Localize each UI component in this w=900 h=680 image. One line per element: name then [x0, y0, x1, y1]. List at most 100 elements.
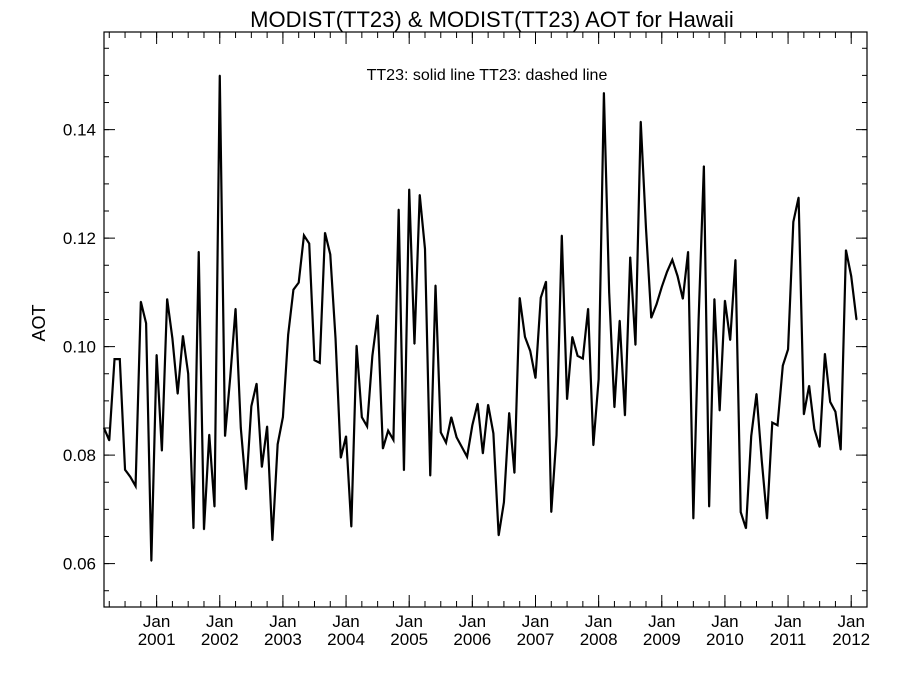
data-point — [534, 377, 537, 379]
data-point — [803, 413, 805, 416]
data-point — [492, 432, 495, 435]
data-point — [682, 298, 684, 300]
data-point — [697, 318, 700, 321]
data-point — [850, 275, 853, 277]
data-point — [855, 318, 858, 321]
data-point — [213, 505, 216, 508]
data-point — [150, 560, 153, 562]
data-point — [408, 188, 411, 191]
x-tick-year: 2011 — [770, 630, 807, 649]
data-point — [355, 344, 358, 347]
x-tick-month: Jan — [459, 612, 486, 631]
x-tick-month: Jan — [585, 612, 612, 631]
data-point — [403, 469, 405, 472]
data-point — [571, 336, 574, 338]
data-point — [113, 358, 116, 360]
data-point — [224, 435, 226, 437]
data-point — [276, 443, 279, 446]
data-point — [171, 337, 174, 340]
x-tick-month: Jan — [711, 612, 738, 631]
data-point — [334, 337, 337, 340]
data-point — [787, 348, 789, 351]
data-point — [166, 298, 168, 300]
data-point — [750, 435, 753, 437]
y-axis-label: AOT — [29, 304, 49, 341]
data-point — [645, 227, 647, 230]
x-tick-year: 2001 — [138, 630, 176, 649]
data-point — [766, 517, 768, 520]
x-tick-year: 2003 — [264, 630, 302, 649]
data-point — [434, 284, 437, 287]
series-line-solid — [102, 75, 858, 561]
data-point — [324, 231, 326, 234]
y-tick-label: 0.14 — [63, 121, 96, 140]
data-point — [524, 336, 526, 338]
data-point — [155, 353, 158, 356]
data-point — [639, 120, 642, 123]
data-point — [255, 382, 258, 385]
data-point — [376, 314, 379, 316]
data-point — [266, 425, 268, 428]
data-point — [708, 505, 710, 508]
x-axis-ticks: Jan2001Jan2002Jan2003Jan2004Jan2005Jan20… — [108, 32, 870, 649]
data-point — [666, 270, 668, 273]
data-point — [503, 501, 505, 504]
data-point — [361, 416, 363, 418]
data-point — [734, 259, 737, 261]
data-point — [208, 433, 211, 436]
data-point — [118, 358, 121, 360]
data-point — [587, 307, 589, 310]
data-point — [345, 435, 347, 437]
data-point — [197, 250, 200, 253]
data-point — [582, 357, 584, 360]
data-point — [182, 334, 184, 337]
data-point — [161, 449, 163, 452]
y-axis-ticks: 0.06 0.08 0.10 0.12 0.14 — [63, 47, 867, 592]
data-point — [245, 488, 247, 491]
x-tick-year: 2005 — [390, 630, 428, 649]
data-point — [660, 286, 663, 288]
data-point — [713, 298, 716, 300]
data-point — [339, 457, 342, 459]
data-point — [103, 427, 105, 429]
data-point — [555, 434, 558, 436]
data-point — [397, 208, 400, 211]
data-point — [229, 375, 232, 378]
data-point — [792, 221, 795, 223]
data-point — [550, 511, 553, 513]
data-point — [771, 421, 774, 424]
data-point — [371, 355, 374, 357]
data-point — [597, 378, 600, 380]
data-point — [808, 384, 810, 387]
data-point — [318, 362, 321, 364]
data-point — [308, 242, 311, 245]
x-tick-year: 2006 — [453, 630, 491, 649]
data-point — [461, 446, 463, 448]
data-point — [834, 410, 837, 413]
data-point — [487, 403, 489, 406]
data-point — [739, 511, 742, 513]
data-point — [482, 452, 484, 455]
data-point — [218, 74, 221, 77]
data-point — [292, 288, 295, 291]
data-point — [192, 527, 195, 530]
x-tick-year: 2010 — [706, 630, 744, 649]
y-tick-label: 0.10 — [63, 338, 96, 357]
data-point — [608, 291, 610, 294]
chart-title: MODIST(TT23) & MODIST(TT23) AOT for Hawa… — [250, 7, 734, 32]
data-point — [624, 414, 626, 417]
data-point — [234, 307, 237, 310]
data-point — [545, 280, 547, 283]
data-point — [413, 343, 416, 345]
data-point — [513, 472, 516, 474]
data-point — [655, 303, 658, 306]
data-point — [671, 259, 674, 261]
data-point — [576, 355, 579, 357]
data-point — [782, 364, 784, 367]
data-point — [629, 256, 632, 258]
data-point — [824, 352, 826, 355]
data-point — [745, 527, 747, 530]
series-note: TT23: solid line TT23: dashed line — [367, 67, 608, 84]
x-tick-month: Jan — [143, 612, 170, 631]
